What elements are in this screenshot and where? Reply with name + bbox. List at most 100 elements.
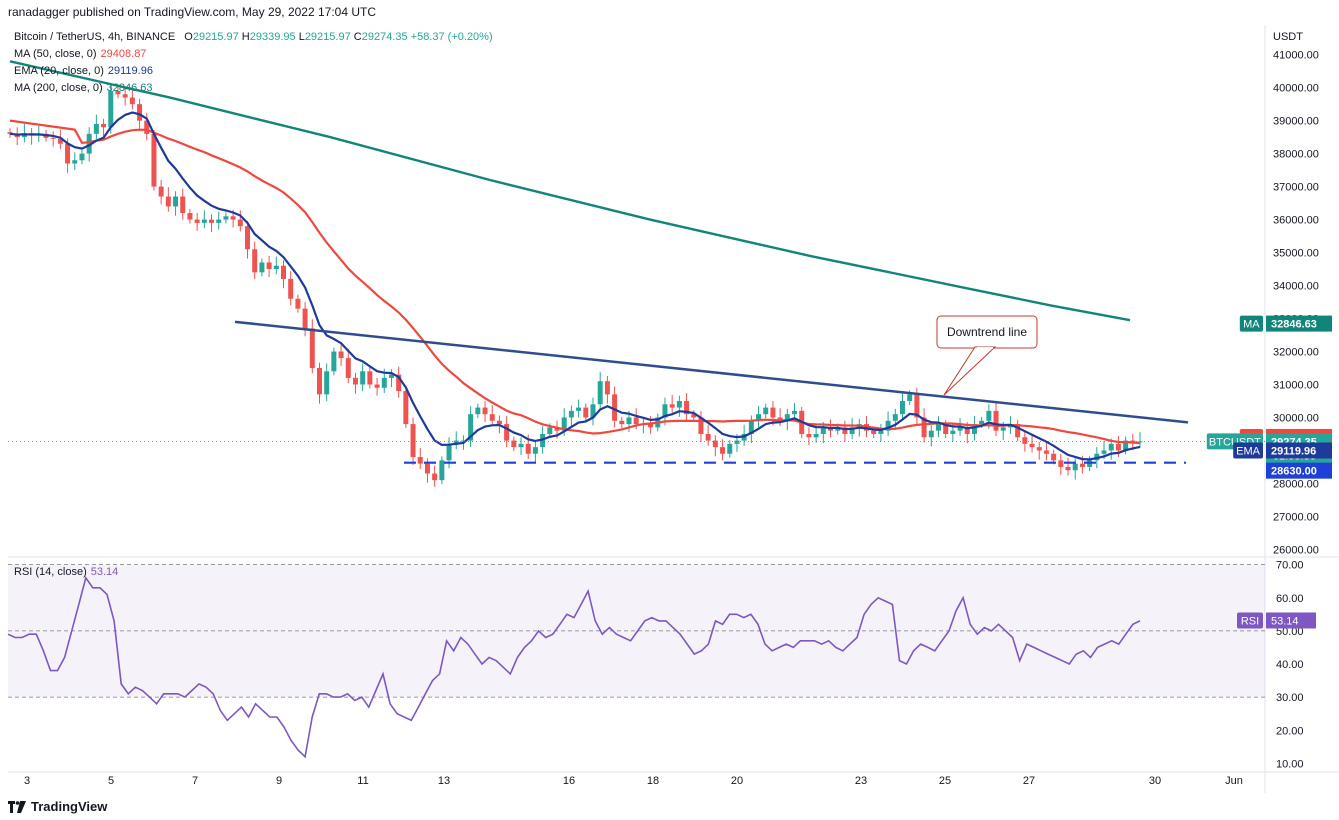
candle-body: [65, 143, 71, 164]
tradingview-logo[interactable]: TradingView: [8, 799, 107, 814]
rsi-tag-text: RSI: [1241, 615, 1259, 627]
candle-body: [648, 424, 654, 428]
candle-body: [1015, 424, 1021, 438]
price-tick-label: 37000.00: [1273, 182, 1319, 194]
candle-body: [691, 414, 697, 418]
candle-body: [921, 417, 927, 438]
price-label-tag: [1239, 315, 1263, 332]
candle-body: [986, 410, 992, 421]
candle-body: [813, 433, 819, 438]
ma50-legend: MA (50, close, 0) 29408.87: [14, 48, 146, 60]
ma200-label: MA (200, close, 0): [14, 82, 103, 94]
candle-body: [619, 420, 625, 425]
candle-body: [108, 90, 114, 128]
price-tick-label: 27000.00: [1273, 511, 1319, 523]
ema20-legend: EMA (20, close, 0) 29119.96: [14, 65, 153, 77]
candle-body: [388, 374, 394, 378]
candle-body: [309, 328, 315, 369]
candle-body: [93, 123, 99, 134]
candle-body: [137, 104, 143, 121]
ema20-value: 29119.96: [107, 65, 153, 77]
ma200-value: 32846.63: [106, 82, 153, 94]
candle-body: [259, 262, 265, 273]
candle-body: [784, 414, 790, 421]
candle-body: [245, 226, 251, 250]
price-axis-unit: USDT: [1273, 31, 1303, 43]
price-label-tag-text: EMA: [1236, 446, 1261, 458]
rsi-tick-label: 60.00: [1276, 593, 1304, 605]
candle-body: [705, 433, 711, 441]
candle-body: [338, 351, 344, 359]
change-value: +58.37 (+0.20%): [410, 31, 493, 43]
rsi-tag: [1237, 612, 1263, 629]
candle-body: [1137, 441, 1143, 443]
candle-body: [468, 414, 474, 441]
publisher-caption: ranadagger published on TradingView.com,…: [8, 5, 377, 19]
candle-body: [583, 407, 589, 418]
candle-body: [756, 414, 762, 421]
price-label-box: [1266, 315, 1332, 332]
time-tick-label: 23: [855, 775, 867, 787]
candle-body: [144, 120, 150, 134]
candle-body: [950, 430, 956, 434]
candle-body: [734, 440, 740, 444]
candle-body: [662, 404, 668, 418]
ema20-line: [9, 111, 1141, 461]
candle-body: [180, 196, 186, 213]
time-tick-label: 30: [1149, 775, 1161, 787]
time-tick-label: 27: [1023, 775, 1035, 787]
candle-body: [849, 427, 855, 434]
rsi-line: [7, 576, 1141, 759]
candle-body: [453, 440, 459, 444]
price-tick-label: 39000.00: [1273, 116, 1319, 128]
candle-body: [525, 443, 531, 454]
rsi-value-box: [1266, 612, 1316, 629]
ma50-label: MA (50, close, 0): [14, 48, 97, 60]
candle-body: [871, 430, 877, 434]
candle-body: [432, 473, 438, 481]
candle-body: [417, 457, 423, 464]
price-tick-label: 40000.00: [1273, 83, 1319, 95]
candle-body: [957, 427, 963, 431]
indicator-lines: [9, 60, 1141, 461]
candle-body: [403, 391, 409, 425]
candle-body: [57, 138, 63, 144]
rsi-value-text: 53.14: [1271, 615, 1299, 627]
candle-body: [1029, 443, 1035, 448]
time-tick-label: 18: [647, 775, 659, 787]
candle-body: [792, 410, 798, 415]
candle-body: [568, 410, 574, 418]
candle-body: [935, 424, 941, 431]
candle-body: [547, 427, 553, 434]
candle-body: [115, 90, 121, 95]
price-label-tag-text: MA: [1243, 319, 1260, 331]
candle-body: [885, 420, 891, 431]
price-tick-label: 32000.00: [1273, 347, 1319, 359]
candle-body: [928, 430, 934, 438]
rsi-label: RSI (14, close): [14, 566, 87, 578]
rsi-axis: 10.00 20.00 30.00 40.00 50.00 60.00 70.00: [1276, 560, 1304, 771]
candle-body: [374, 384, 380, 388]
candle-body: [122, 94, 128, 98]
price-label-value: 32846.63: [1271, 319, 1317, 331]
candle-body: [720, 447, 726, 454]
pane-frames: [8, 25, 1339, 793]
price-tick-label: 35000.00: [1273, 248, 1319, 260]
candle-body: [482, 407, 488, 415]
time-tick-label: 16: [563, 775, 575, 787]
price-tick-label: 31000.00: [1273, 379, 1319, 391]
candle-body: [763, 407, 769, 415]
candle-body: [316, 368, 322, 395]
close-value: 29274.35: [361, 31, 408, 43]
candle-body: [345, 358, 351, 378]
candle-body: [381, 377, 387, 388]
rsi-tick-label: 30.00: [1276, 692, 1304, 704]
rsi-tick-label: 50.00: [1276, 626, 1304, 638]
candle-body: [396, 374, 402, 392]
candle-body: [518, 443, 524, 448]
ma200-line: [9, 60, 1131, 322]
candle-body: [979, 420, 985, 425]
candle-body: [360, 371, 366, 385]
symbol-legend: Bitcoin / TetherUS, 4h, BINANCE O29215.9…: [14, 31, 493, 43]
